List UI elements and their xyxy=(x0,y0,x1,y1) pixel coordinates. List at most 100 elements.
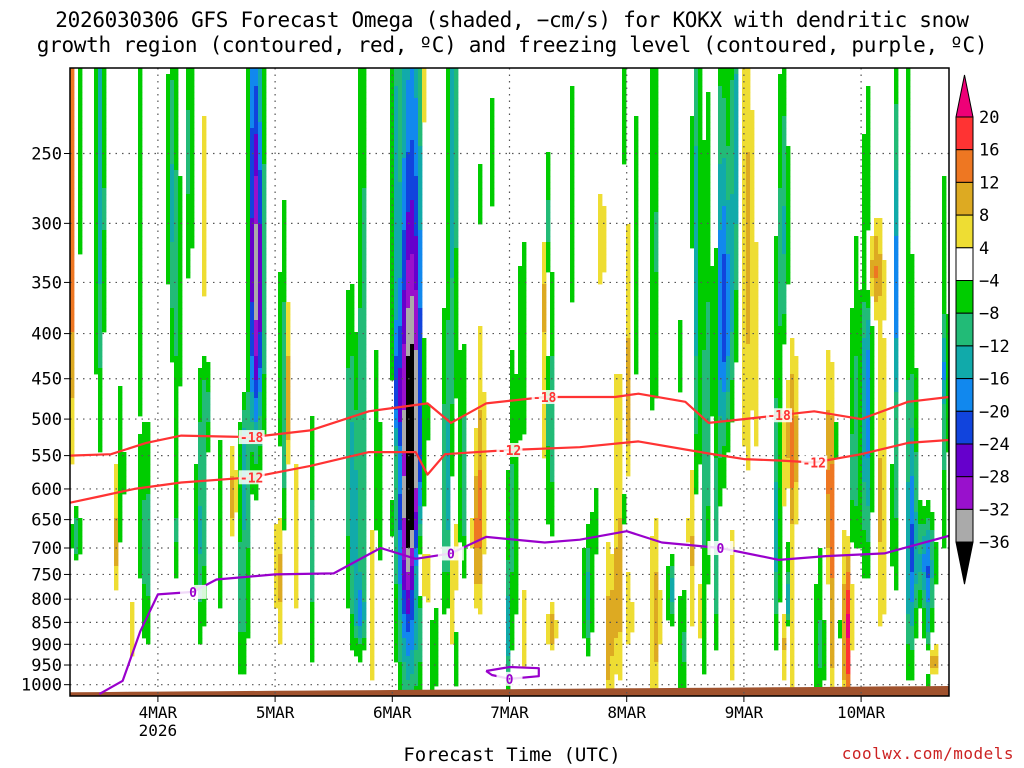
omega-cell xyxy=(654,356,659,363)
omega-cell xyxy=(394,332,399,339)
omega-cell xyxy=(370,656,375,663)
omega-cell xyxy=(546,224,551,231)
omega-cell xyxy=(718,92,723,99)
omega-cell xyxy=(202,164,207,171)
omega-cell xyxy=(246,566,251,573)
omega-cell xyxy=(258,194,263,201)
omega-cell xyxy=(698,92,703,99)
omega-cell xyxy=(378,482,383,489)
omega-cell xyxy=(70,128,75,135)
omega-cell xyxy=(246,344,251,351)
omega-cell xyxy=(614,518,619,525)
omega-cell xyxy=(394,80,399,87)
omega-cell xyxy=(418,164,423,171)
omega-cell xyxy=(98,278,103,285)
omega-cell xyxy=(622,110,627,117)
omega-cell xyxy=(258,416,263,423)
omega-cell xyxy=(694,416,699,423)
omega-cell xyxy=(410,470,415,477)
omega-cell xyxy=(78,548,83,555)
omega-cell xyxy=(594,524,599,531)
omega-cell xyxy=(522,392,527,399)
omega-cell xyxy=(282,392,287,399)
omega-cell xyxy=(478,584,483,591)
omega-cell xyxy=(350,350,355,357)
omega-cell xyxy=(446,404,451,411)
omega-cell xyxy=(650,548,655,555)
omega-cell xyxy=(694,68,699,75)
omega-cell xyxy=(598,254,603,261)
omega-cell xyxy=(690,152,695,159)
omega-cell xyxy=(358,554,363,561)
omega-cell xyxy=(362,326,367,333)
omega-cell xyxy=(274,602,279,609)
omega-cell xyxy=(550,494,555,501)
omega-cell xyxy=(394,122,399,129)
omega-cell xyxy=(418,92,423,99)
omega-cell xyxy=(414,656,419,663)
omega-cell xyxy=(102,236,107,243)
omega-cell xyxy=(370,590,375,597)
omega-cell xyxy=(442,590,447,597)
omega-cell xyxy=(450,458,455,465)
omega-cell xyxy=(394,464,399,471)
omega-cell xyxy=(142,614,147,621)
omega-cell xyxy=(362,248,367,255)
omega-cell xyxy=(614,476,619,483)
omega-cell xyxy=(98,272,103,279)
omega-cell xyxy=(262,164,267,171)
omega-cell xyxy=(702,626,707,633)
omega-cell xyxy=(450,392,455,399)
omega-cell xyxy=(398,416,403,423)
omega-cell xyxy=(246,302,251,309)
omega-cell xyxy=(114,584,119,591)
omega-cell xyxy=(694,86,699,93)
omega-cell xyxy=(410,620,415,627)
omega-cell xyxy=(254,422,259,429)
omega-cell xyxy=(702,344,707,351)
omega-cell xyxy=(354,554,359,561)
omega-cell xyxy=(142,566,147,573)
omega-cell xyxy=(282,278,287,285)
omega-cell xyxy=(78,182,83,189)
omega-cell xyxy=(354,428,359,435)
omega-cell xyxy=(714,470,719,477)
omega-cell xyxy=(78,98,83,105)
omega-cell xyxy=(278,434,283,441)
omega-cell xyxy=(418,110,423,117)
omega-cell xyxy=(710,368,715,375)
omega-cell xyxy=(650,122,655,129)
omega-cell xyxy=(594,500,599,507)
omega-cell xyxy=(346,518,351,525)
omega-cell xyxy=(178,230,183,237)
omega-cell xyxy=(702,266,707,273)
omega-cell xyxy=(402,302,407,309)
omega-cell xyxy=(570,170,575,177)
omega-cell xyxy=(658,632,663,639)
omega-cell xyxy=(358,284,363,291)
omega-cell xyxy=(278,272,283,279)
omega-cell xyxy=(454,200,459,207)
omega-cell xyxy=(694,362,699,369)
omega-cell xyxy=(70,194,75,201)
omega-cell xyxy=(702,632,707,639)
omega-cell xyxy=(166,230,171,237)
omega-cell xyxy=(450,380,455,387)
omega-cell xyxy=(442,374,447,381)
omega-cell xyxy=(246,230,251,237)
omega-cell xyxy=(478,410,483,417)
omega-cell xyxy=(398,626,403,633)
omega-cell xyxy=(186,98,191,105)
omega-cell xyxy=(354,464,359,471)
omega-cell xyxy=(398,542,403,549)
omega-cell xyxy=(94,122,99,129)
omega-cell xyxy=(246,122,251,129)
omega-cell xyxy=(406,488,411,495)
omega-cell xyxy=(98,374,103,381)
omega-cell xyxy=(146,608,151,615)
omega-cell xyxy=(518,392,523,399)
omega-cell xyxy=(194,578,199,585)
omega-cell xyxy=(178,236,183,243)
omega-cell xyxy=(138,434,143,441)
omega-cell xyxy=(418,98,423,105)
